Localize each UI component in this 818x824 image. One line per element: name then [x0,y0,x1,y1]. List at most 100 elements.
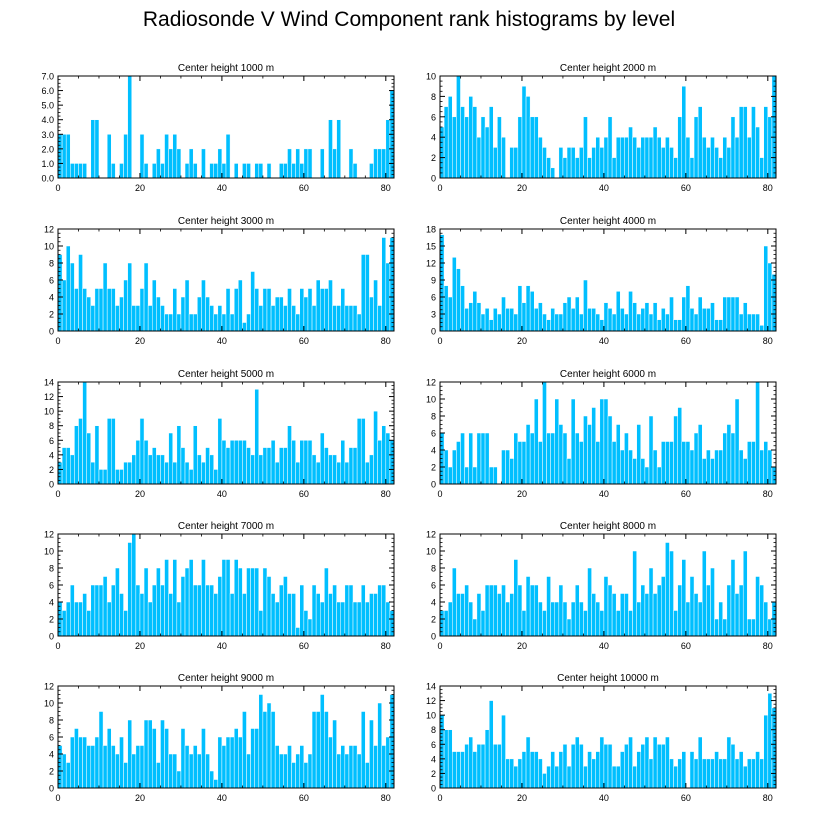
histogram-bar [340,601,346,637]
histogram-bar [726,147,732,179]
histogram-bar [480,432,486,485]
x-tick-label: 0 [55,336,60,346]
panel-title: Center height 1000 m [178,63,274,74]
histogram-bar [480,116,486,179]
panel-title: Center height 7000 m [178,521,274,532]
histogram-bar [164,313,169,332]
y-tick-label: 0 [49,480,54,490]
histogram-bar [65,134,71,179]
histogram-bar [348,305,354,332]
histogram-panel: Center height 3000 m 0 2 4 6 8 10 12 0 20 40 60 80 [44,216,395,346]
histogram-panel: Center height 10000 m 0 2 4 6 8 10 12 14 0 20 40 60 8… [426,673,777,803]
histogram-bar [266,702,272,789]
histogram-bar [501,714,506,789]
histogram-bar [233,440,239,485]
histogram-bar [501,584,506,637]
histogram-bar [266,576,272,637]
histogram-bar [669,441,674,485]
y-tick-label: 12 [426,378,436,388]
histogram-bar [693,593,699,637]
histogram-bar [656,136,662,179]
histogram-bar [156,454,161,485]
y-tick-label: 0 [431,480,436,490]
histogram-bar [693,313,699,332]
histogram-bar [131,454,137,485]
histogram-bar [336,461,341,485]
histogram-bar [681,296,687,332]
histogram-bar [340,288,346,332]
x-tick-label: 20 [135,489,145,499]
histogram-bar [525,736,531,789]
histogram-bar [579,147,584,179]
histogram-panel: Center height 8000 m 0 2 4 6 8 10 12 0 20 40 60 80 [426,521,777,651]
histogram-bar [352,447,358,485]
histogram-bar [464,466,469,485]
histogram-bar [697,736,703,789]
histogram-bar [529,432,535,485]
histogram-bar [644,136,650,179]
y-tick-label: 7.0 [41,72,54,82]
histogram-bar [319,148,325,179]
histogram-bar [468,432,474,485]
histogram-bar [225,134,231,179]
histogram-bar [250,271,255,332]
histogram-bar [61,134,67,179]
histogram-bar [184,567,190,637]
histogram-bar [734,296,740,332]
histogram-bar [685,441,691,485]
histogram-bar [714,319,719,332]
histogram-bar [529,584,535,637]
histogram-bar [456,751,461,789]
histogram-bar [340,440,346,485]
histogram-bar [665,736,670,789]
histogram-bar [644,466,650,485]
histogram-bar [538,758,543,789]
histogram-bar [472,751,478,789]
histogram-bar [188,313,194,332]
histogram-bar [377,305,382,332]
histogram-bar [262,288,268,332]
histogram-bar [78,736,83,789]
y-tick-label: 10 [426,72,436,82]
histogram-bar [533,308,539,332]
histogram-bar [176,601,182,637]
histogram-bar [135,440,141,485]
histogram-bar [493,147,498,179]
histogram-bar [706,449,711,485]
histogram-bar [648,136,654,179]
histogram-bar [184,163,190,179]
histogram-bar [464,116,469,179]
histogram-bar [546,157,551,179]
histogram-bar [106,288,112,332]
histogram-bar [505,449,510,485]
histogram-bar [184,279,190,332]
histogram-bar [291,305,296,332]
histogram-bar [579,744,584,789]
panel-title: Center height 4000 m [560,216,656,227]
x-tick-label: 40 [599,336,609,346]
histogram-bar [484,729,490,789]
histogram-bar [82,163,87,179]
histogram-bar [209,584,214,637]
histogram-bar [546,432,551,485]
histogram-bar [188,559,194,637]
histogram-bar [65,601,71,637]
histogram-bar [611,765,617,789]
histogram-bar [521,302,527,332]
histogram-bar [656,584,662,637]
histogram-bar [279,447,284,485]
histogram-bar [763,106,769,179]
x-tick-label: 60 [681,183,691,193]
histogram-bar [287,593,292,637]
histogram-panel: Center height 2000 m 0 2 4 6 8 10 0 20 40 60 80 [426,63,777,193]
histogram-bar [517,441,523,485]
histogram-bar [640,136,646,179]
histogram-bar [505,758,510,789]
histogram-bar [603,302,609,332]
x-tick-label: 20 [135,793,145,803]
histogram-bar [377,584,382,637]
histogram-bar [65,447,71,485]
histogram-bar [693,116,699,179]
x-tick-label: 80 [381,183,391,193]
histogram-bar [151,279,157,332]
